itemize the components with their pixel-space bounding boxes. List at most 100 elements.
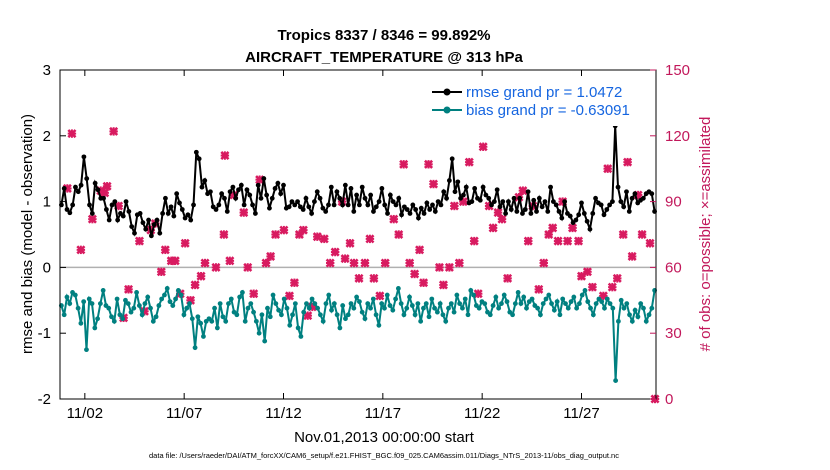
bias-point [162,292,167,298]
bias-point [181,312,187,318]
bias-point [426,314,432,320]
rmse-point [84,176,90,181]
obs-assimilated-marker [67,129,77,139]
rmse-point [553,202,559,208]
rmse-point [581,211,587,216]
rmse-point [278,191,284,197]
bias-point [72,292,78,298]
obs-assimilated-marker [87,214,97,224]
obs-assimilated-marker [360,258,370,268]
bias-point [356,299,362,305]
rmse-point [309,211,315,216]
x-axis-label: Nov.01,2013 00:00:00 start [294,429,475,446]
rmse-point [421,211,427,216]
bias-point [574,305,580,311]
bias-point [543,296,549,302]
bias-point [100,288,106,293]
rmse-point [67,210,73,216]
rmse-point [146,217,151,223]
obs-assimilated-marker [312,232,322,242]
y2-axis-label: # of obs: o=possible; ×=assimilated [697,117,714,352]
bias-point [579,292,585,298]
bias-point [78,320,84,326]
obs-assimilated-marker [271,229,281,240]
rmse-point [303,195,309,201]
obs-assimilated-marker [394,229,404,240]
obs-assimilated-marker [544,229,554,240]
obs-assimilated-marker [340,254,350,264]
bias-point [359,309,365,315]
rmse-point [556,209,562,214]
obs-assimilated-marker [627,251,637,261]
bias-point [493,294,499,300]
rmse-point [413,207,419,212]
bias-point [142,301,148,306]
rmse-point [230,184,236,190]
legend: rmse grand pr = 1.0472 bias grand pr = -… [428,82,654,126]
bias-point [97,301,103,306]
bias-point [529,296,535,302]
bias-point [468,288,474,293]
obs-assimilated-marker [449,201,459,211]
y2-tick-label: 0 [665,391,673,408]
bias-point [390,307,396,313]
obs-assimilated-marker [410,269,420,279]
bias-point [384,292,390,298]
bias-point [510,312,515,318]
rmse-point [435,199,441,205]
bias-point [304,301,309,306]
bias-point [365,301,371,306]
bias-point [395,286,401,291]
rmse-point [387,192,393,198]
rmse-point [120,213,126,219]
rmse-point [379,186,385,191]
rmse-point [458,195,464,201]
rmse-point [199,184,205,190]
rmse-point [177,200,182,206]
bias-point [178,292,184,298]
obs-assimilated-marker [618,229,628,240]
rmse-point [390,199,396,205]
rmse-point [508,207,514,212]
bias-point [382,305,387,311]
bias-point [582,288,588,293]
bias-point [156,303,162,308]
rmse-point [463,184,469,190]
bias-point [195,314,201,320]
obs-assimilated-marker [612,273,622,283]
obs-assimilated-marker [170,256,180,266]
bias-point [618,297,624,303]
bias-point [496,305,502,311]
y-tick-label: 2 [43,128,51,145]
rmse-series-layer [59,123,657,239]
rmse-point [208,189,213,195]
bias-point [92,325,98,331]
rmse-point [472,186,478,191]
rmse-point [520,211,525,216]
x-axis: 11/02 11/07 11/12 11/17 11/22 11/27 [67,70,600,422]
rmse-point [286,204,292,210]
rmse-point [410,202,416,208]
y-tick-label: -2 [38,391,51,408]
rmse-point [264,192,270,198]
bias-point [368,305,373,311]
obs-assimilated-marker [623,157,633,167]
legend-rmse-marker [443,88,451,96]
rmse-point [81,154,87,160]
bias-point [376,322,382,328]
rmse-point [531,197,537,203]
rmse-point [140,220,146,226]
rmse-point [171,213,177,219]
rmse-point [328,184,334,190]
obs-assimilated-marker [279,225,289,235]
rmse-point [359,184,365,190]
rmse-point [106,217,112,223]
bias-point [262,338,268,344]
rmse-point [416,215,421,221]
rmse-point [137,211,143,216]
rmse-point [522,207,528,212]
y-tick-label: 1 [43,194,51,211]
rmse-point [300,207,306,212]
bias-point [590,312,596,318]
rmse-point [334,189,340,195]
